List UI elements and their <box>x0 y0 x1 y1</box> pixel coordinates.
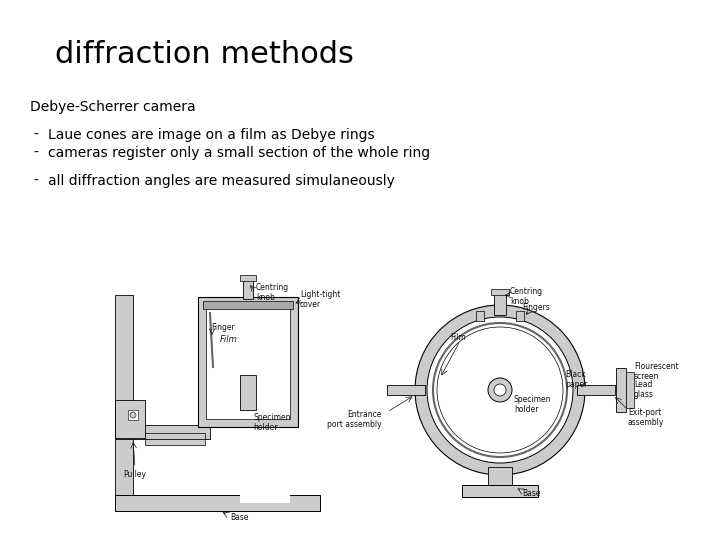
Text: Centring
knob: Centring knob <box>256 283 289 302</box>
Text: diffraction methods: diffraction methods <box>55 40 354 69</box>
Bar <box>494 293 506 315</box>
Text: Light-tight
cover: Light-tight cover <box>300 290 341 309</box>
Text: Debye-Scherrer camera: Debye-Scherrer camera <box>30 100 196 114</box>
Text: Black
paper: Black paper <box>565 370 588 389</box>
Bar <box>243 279 253 299</box>
Circle shape <box>130 412 136 418</box>
Text: Film: Film <box>450 333 466 342</box>
Text: Specimen
holder: Specimen holder <box>253 413 290 433</box>
Text: Base: Base <box>230 513 248 522</box>
Text: Film: Film <box>220 335 238 345</box>
Bar <box>387 385 425 395</box>
Bar <box>145 433 205 439</box>
Text: -: - <box>33 128 38 142</box>
Text: Lead
glass: Lead glass <box>634 380 654 400</box>
Text: Fingers: Fingers <box>522 303 550 312</box>
Circle shape <box>415 305 585 475</box>
Text: cameras register only a small section of the whole ring: cameras register only a small section of… <box>48 146 430 160</box>
Bar <box>476 311 484 321</box>
Bar <box>240 375 256 410</box>
Bar <box>115 400 145 438</box>
Circle shape <box>488 378 512 402</box>
Bar <box>577 385 615 395</box>
Bar <box>145 439 205 445</box>
Bar <box>240 495 290 503</box>
Text: -: - <box>33 146 38 160</box>
Bar <box>491 289 509 295</box>
Bar <box>115 295 133 495</box>
Text: -: - <box>33 174 38 188</box>
Circle shape <box>494 384 506 396</box>
Bar <box>488 467 512 487</box>
Text: Pulley: Pulley <box>124 470 146 479</box>
Text: Laue cones are image on a film as Debye rings: Laue cones are image on a film as Debye … <box>48 128 374 142</box>
Bar <box>198 297 298 427</box>
Circle shape <box>427 317 573 463</box>
Text: Finger: Finger <box>211 322 235 332</box>
Bar <box>206 305 290 419</box>
Bar <box>115 425 210 439</box>
Bar <box>462 485 538 497</box>
Text: Base: Base <box>522 489 541 498</box>
Text: all diffraction angles are measured simulaneously: all diffraction angles are measured simu… <box>48 174 395 188</box>
Bar <box>128 410 138 420</box>
Bar <box>203 301 293 309</box>
Text: Entrance
port assembly: Entrance port assembly <box>328 410 382 429</box>
Text: Specimen
holder: Specimen holder <box>514 395 552 414</box>
Text: Exit-port
assembly: Exit-port assembly <box>628 408 665 427</box>
Text: Centring
knob: Centring knob <box>510 287 543 306</box>
Bar <box>115 495 320 511</box>
Circle shape <box>437 327 563 453</box>
Bar <box>616 368 626 412</box>
Text: Flourescent
screen: Flourescent screen <box>634 362 679 381</box>
Bar <box>516 311 524 321</box>
Bar <box>240 275 256 281</box>
Bar <box>626 372 634 408</box>
